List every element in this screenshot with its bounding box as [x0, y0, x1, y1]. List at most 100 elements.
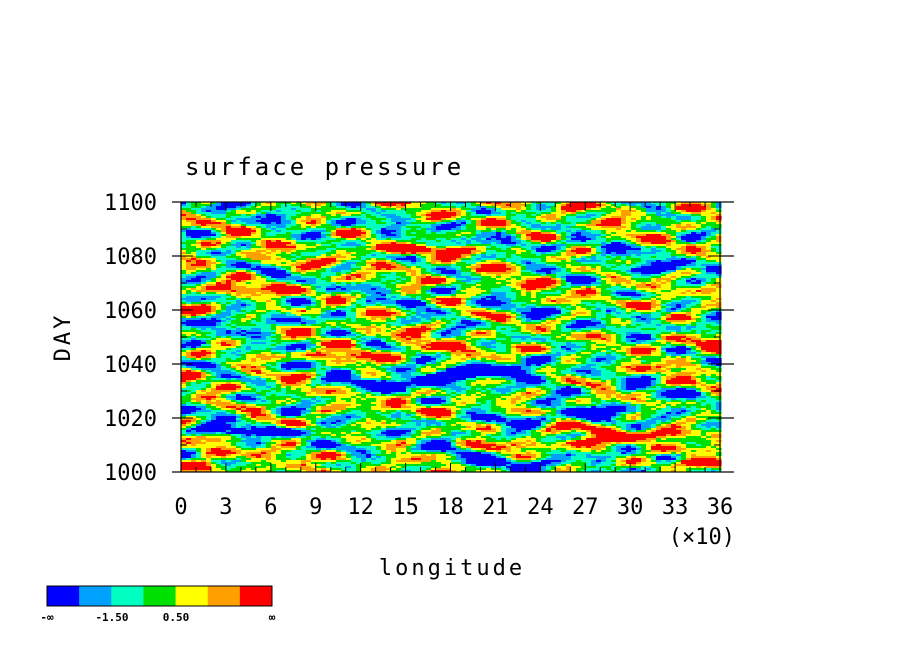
heatmap-cell: [516, 216, 522, 219]
heatmap-cell: [676, 212, 682, 215]
heatmap-cell: [326, 240, 332, 243]
heatmap-cell: [466, 218, 472, 221]
heatmap-cell: [526, 212, 532, 215]
heatmap-cell: [541, 208, 547, 211]
heatmap-cell: [476, 210, 482, 213]
heatmap-cell: [276, 250, 282, 253]
heatmap-cell: [636, 242, 642, 245]
heatmap-cell: [306, 248, 312, 251]
heatmap-cell: [266, 220, 272, 223]
heatmap-cell: [321, 234, 327, 237]
heatmap-cell: [656, 222, 662, 225]
heatmap-cell: [611, 202, 617, 205]
heatmap-cell: [576, 224, 582, 227]
heatmap-cell: [546, 262, 552, 265]
heatmap-cell: [411, 204, 417, 207]
heatmap-cell: [191, 214, 197, 217]
heatmap-cell: [211, 244, 217, 247]
heatmap-cell: [226, 216, 232, 219]
heatmap-cell: [361, 218, 367, 221]
heatmap-cell: [281, 260, 287, 263]
heatmap-cell: [276, 224, 282, 227]
heatmap-cell: [491, 222, 497, 225]
heatmap-cell: [531, 252, 537, 255]
heatmap-cell: [591, 236, 597, 239]
heatmap-cell: [596, 262, 602, 265]
heatmap-cell: [411, 240, 417, 243]
heatmap-cell: [346, 224, 352, 227]
heatmap-cell: [636, 234, 642, 237]
heatmap-cell: [396, 214, 402, 217]
heatmap-cell: [381, 246, 387, 249]
heatmap-cell: [466, 240, 472, 243]
heatmap-cell: [296, 252, 302, 255]
heatmap-cell: [376, 204, 382, 207]
heatmap-cell: [701, 254, 707, 257]
heatmap-cell: [551, 210, 557, 213]
heatmap-cell: [606, 246, 612, 249]
heatmap-cell: [646, 224, 652, 227]
heatmap-cell: [466, 204, 472, 207]
heatmap-cell: [406, 238, 412, 241]
heatmap-cell: [656, 210, 662, 213]
heatmap-cell: [281, 226, 287, 229]
heatmap-cell: [531, 216, 537, 219]
heatmap-cell: [616, 228, 622, 231]
heatmap-cell: [506, 238, 512, 241]
heatmap-cell: [676, 252, 682, 255]
heatmap-cell: [581, 244, 587, 247]
heatmap-cell: [396, 254, 402, 257]
heatmap-cell: [411, 246, 417, 249]
heatmap-cell: [341, 246, 347, 249]
heatmap-cell: [276, 222, 282, 225]
heatmap-cell: [596, 252, 602, 255]
heatmap-cell: [426, 252, 432, 255]
heatmap-cell: [206, 248, 212, 251]
heatmap-cell: [451, 256, 457, 259]
heatmap-cell: [196, 224, 202, 227]
heatmap-cell: [236, 204, 242, 207]
heatmap-cell: [676, 224, 682, 227]
heatmap-cell: [506, 202, 512, 205]
heatmap-cell: [591, 228, 597, 231]
heatmap-cell: [396, 216, 402, 219]
heatmap-cell: [546, 204, 552, 207]
heatmap-cell: [486, 228, 492, 231]
heatmap-cell: [296, 230, 302, 233]
heatmap-cell: [336, 258, 342, 261]
heatmap-cell: [606, 224, 612, 227]
heatmap-cell: [336, 204, 342, 207]
heatmap-cell: [346, 260, 352, 263]
heatmap-cell: [421, 248, 427, 251]
heatmap-cell: [476, 256, 482, 259]
heatmap-cell: [666, 228, 672, 231]
heatmap-cell: [251, 250, 257, 253]
heatmap-cell: [206, 264, 212, 267]
heatmap-cell: [436, 226, 442, 229]
heatmap-cell: [251, 222, 257, 225]
heatmap-cell: [436, 246, 442, 249]
heatmap-cell: [181, 214, 187, 217]
heatmap-cell: [526, 244, 532, 247]
heatmap-cell: [326, 228, 332, 231]
heatmap-cell: [286, 220, 292, 223]
heatmap-cell: [331, 206, 337, 209]
heatmap-cell: [551, 206, 557, 209]
heatmap-cell: [606, 228, 612, 231]
heatmap-cell: [276, 256, 282, 259]
heatmap-cell: [551, 222, 557, 225]
heatmap-cell: [691, 254, 697, 257]
heatmap-cell: [201, 224, 207, 227]
heatmap-cell: [581, 212, 587, 215]
heatmap-cell: [516, 234, 522, 237]
heatmap-cell: [506, 222, 512, 225]
heatmap-cell: [531, 236, 537, 239]
heatmap-cell: [681, 240, 687, 243]
heatmap-cell: [346, 222, 352, 225]
heatmap-cell: [701, 244, 707, 247]
heatmap-cell: [221, 204, 227, 207]
heatmap-cell: [686, 250, 692, 253]
heatmap-cell: [471, 206, 477, 209]
heatmap-cell: [491, 254, 497, 257]
heatmap-cell: [286, 218, 292, 221]
